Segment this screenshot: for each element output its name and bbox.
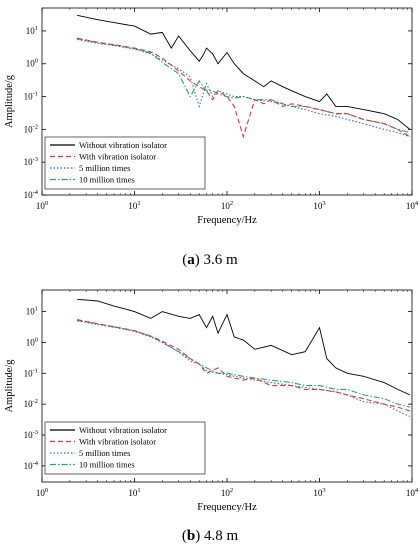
y-axis-label-b: Amplitude/g	[4, 359, 15, 413]
legend-label-a-2: 5 million times	[79, 163, 130, 173]
legend-label-b-1: With vibration isolator	[79, 437, 156, 447]
x-tick-label-b-4: 104	[406, 487, 419, 498]
y-tick-label-a-0: 100	[26, 58, 38, 69]
y-tick-label-b--2: 10-2	[24, 398, 38, 409]
y-tick-label-a--3: 10-3	[24, 156, 38, 167]
legend-label-a-1: With vibration isolator	[79, 152, 156, 162]
x-tick-label-b-1: 101	[128, 487, 140, 498]
x-tick-label-b-3: 103	[313, 487, 325, 498]
caption-b-label: b	[186, 528, 196, 544]
x-tick-label-a-1: 101	[128, 200, 140, 211]
series-line-b-0	[77, 298, 411, 396]
chart-panel-b: 100 101 102 103 104 10-4 10-3 10-2 10-1 100 101 Fre…	[4, 289, 419, 512]
series-line-a-2	[77, 38, 411, 138]
x-tick-label-a-4: 104	[406, 200, 419, 211]
legend-b	[44, 421, 206, 475]
legend-a	[44, 136, 206, 190]
series-line-b-2	[77, 320, 411, 417]
series-line-b-3	[77, 319, 411, 408]
x-tick-label-b-0: 100	[36, 487, 48, 498]
x-tick-label-a-2: 102	[221, 200, 233, 211]
legend-label-b-0: Without vibration isolator	[79, 425, 167, 435]
y-tick-label-a--4: 10-4	[24, 189, 39, 200]
y-axis-label-a: Amplitude/g	[4, 74, 15, 128]
series-group-b	[77, 298, 411, 417]
caption-a: (a) 3.6 m	[182, 252, 238, 268]
y-tick-label-a-1: 101	[26, 25, 38, 36]
series-line-b-1	[77, 319, 411, 412]
legend-label-a-0: Without vibration isolator	[79, 140, 167, 150]
chart-panel-a: 100 101 102 103 104 10-4 10-3 10-2 10-1 100 101 Fre…	[4, 7, 419, 226]
legend-label-b-3: 10 million times	[79, 460, 135, 470]
x-tick-label-b-2: 102	[221, 487, 233, 498]
x-tick-label-a-0: 100	[36, 200, 48, 211]
y-tick-label-b--3: 10-3	[24, 429, 38, 440]
legend-label-a-3: 10 million times	[79, 175, 135, 185]
legend-label-b-2: 5 million times	[79, 448, 130, 458]
series-group-a	[77, 14, 411, 139]
x-axis-label-b: Frequency/Hz	[197, 502, 257, 512]
y-tick-label-b--4: 10-4	[24, 460, 39, 471]
series-line-a-0	[77, 14, 411, 130]
caption-b-text: 4.8 m	[203, 528, 239, 544]
y-tick-label-b-1: 101	[26, 306, 38, 317]
caption-a-label: a	[187, 252, 195, 268]
x-tick-label-a-3: 103	[313, 200, 325, 211]
caption-a-text: 3.6 m	[203, 252, 238, 268]
caption-b: (b) 4.8 m	[181, 528, 239, 544]
y-tick-label-b-0: 100	[26, 336, 38, 347]
x-axis-label-a: Frequency/Hz	[197, 215, 257, 226]
y-tick-label-a--1: 10-1	[24, 91, 38, 102]
y-tick-label-b--1: 10-1	[24, 367, 38, 378]
series-line-a-1	[77, 37, 411, 139]
y-tick-label-a--2: 10-2	[24, 123, 38, 134]
